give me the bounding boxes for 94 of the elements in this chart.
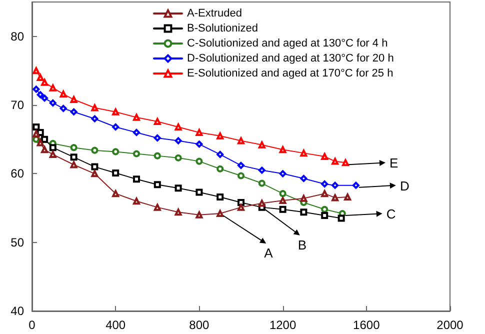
y-tick-label: 50 <box>10 235 24 250</box>
point <box>91 146 98 154</box>
point <box>112 123 120 130</box>
point <box>41 136 48 143</box>
point <box>321 212 328 220</box>
point <box>332 158 339 165</box>
point <box>216 150 224 158</box>
point <box>174 137 182 144</box>
point <box>238 199 244 206</box>
point <box>258 180 266 187</box>
point <box>91 115 98 122</box>
point <box>279 206 286 213</box>
point <box>154 118 161 125</box>
point <box>60 104 67 112</box>
point <box>154 152 161 160</box>
point <box>174 184 182 192</box>
point <box>300 208 308 216</box>
y-tick-label: 70 <box>10 98 24 112</box>
point <box>154 181 161 188</box>
point <box>41 94 48 102</box>
y-tick-label: 80 <box>10 29 24 44</box>
annotation: A <box>264 245 274 260</box>
point <box>36 91 44 98</box>
point <box>338 214 345 222</box>
point <box>238 137 244 144</box>
point <box>112 148 120 156</box>
point <box>258 141 266 148</box>
point <box>133 176 140 183</box>
point <box>258 166 266 174</box>
point <box>300 174 308 182</box>
point <box>216 132 224 140</box>
point <box>238 162 244 169</box>
point <box>112 108 120 116</box>
point <box>196 158 203 165</box>
point <box>49 144 56 152</box>
point <box>70 161 78 168</box>
point <box>332 182 339 189</box>
point <box>49 99 56 106</box>
x-tick-label: 800 <box>189 318 210 332</box>
x-tick-label: 1200 <box>269 318 296 332</box>
point <box>216 165 224 172</box>
point <box>133 150 140 158</box>
legend-label: E-Solutionized and aged at 170°C for 25 h <box>187 68 394 80</box>
point <box>70 144 78 152</box>
point <box>216 194 224 201</box>
x-tick-label: 400 <box>106 318 126 332</box>
point <box>279 170 286 178</box>
point <box>133 128 140 136</box>
point <box>133 114 140 121</box>
point <box>70 108 78 116</box>
point <box>352 182 360 189</box>
point <box>49 150 56 158</box>
x-tick-label: 1600 <box>353 318 380 332</box>
legend-label: A-Extruded <box>187 8 242 20</box>
point <box>91 104 98 112</box>
point <box>238 204 244 211</box>
x-tick-label: 2000 <box>436 318 464 332</box>
annotation: D <box>400 178 410 194</box>
point <box>32 86 40 93</box>
point <box>112 169 120 176</box>
point <box>133 198 140 205</box>
x-tick-label: 0 <box>28 318 36 332</box>
point <box>196 128 203 136</box>
point <box>154 134 161 142</box>
point <box>196 140 203 148</box>
point <box>32 123 40 130</box>
point <box>91 163 98 170</box>
point <box>91 170 98 178</box>
point <box>279 190 286 198</box>
point <box>174 123 182 130</box>
point <box>49 84 56 92</box>
point <box>321 180 328 188</box>
y-tick-label: 40 <box>10 304 24 318</box>
point <box>196 188 203 196</box>
point <box>300 194 308 202</box>
annotation: B <box>298 237 307 252</box>
point <box>216 210 224 217</box>
y-tick-label: 60 <box>10 166 24 181</box>
point <box>258 200 266 207</box>
annotation: E <box>390 156 398 171</box>
point <box>321 206 328 213</box>
point <box>342 159 349 166</box>
point <box>238 172 244 180</box>
point <box>70 154 78 161</box>
legend-label: C-Solutionized and aged at 130°C for 4 h <box>187 38 388 50</box>
point <box>174 154 182 162</box>
legend-label: B-Solutionized <box>187 22 258 34</box>
legend-label: D-Solutionized and aged at 130°C for 20 h <box>187 52 394 64</box>
point <box>332 194 339 202</box>
point <box>41 78 48 86</box>
annotation: C <box>386 206 396 222</box>
point <box>154 204 161 211</box>
point <box>279 196 286 204</box>
point <box>196 211 203 218</box>
